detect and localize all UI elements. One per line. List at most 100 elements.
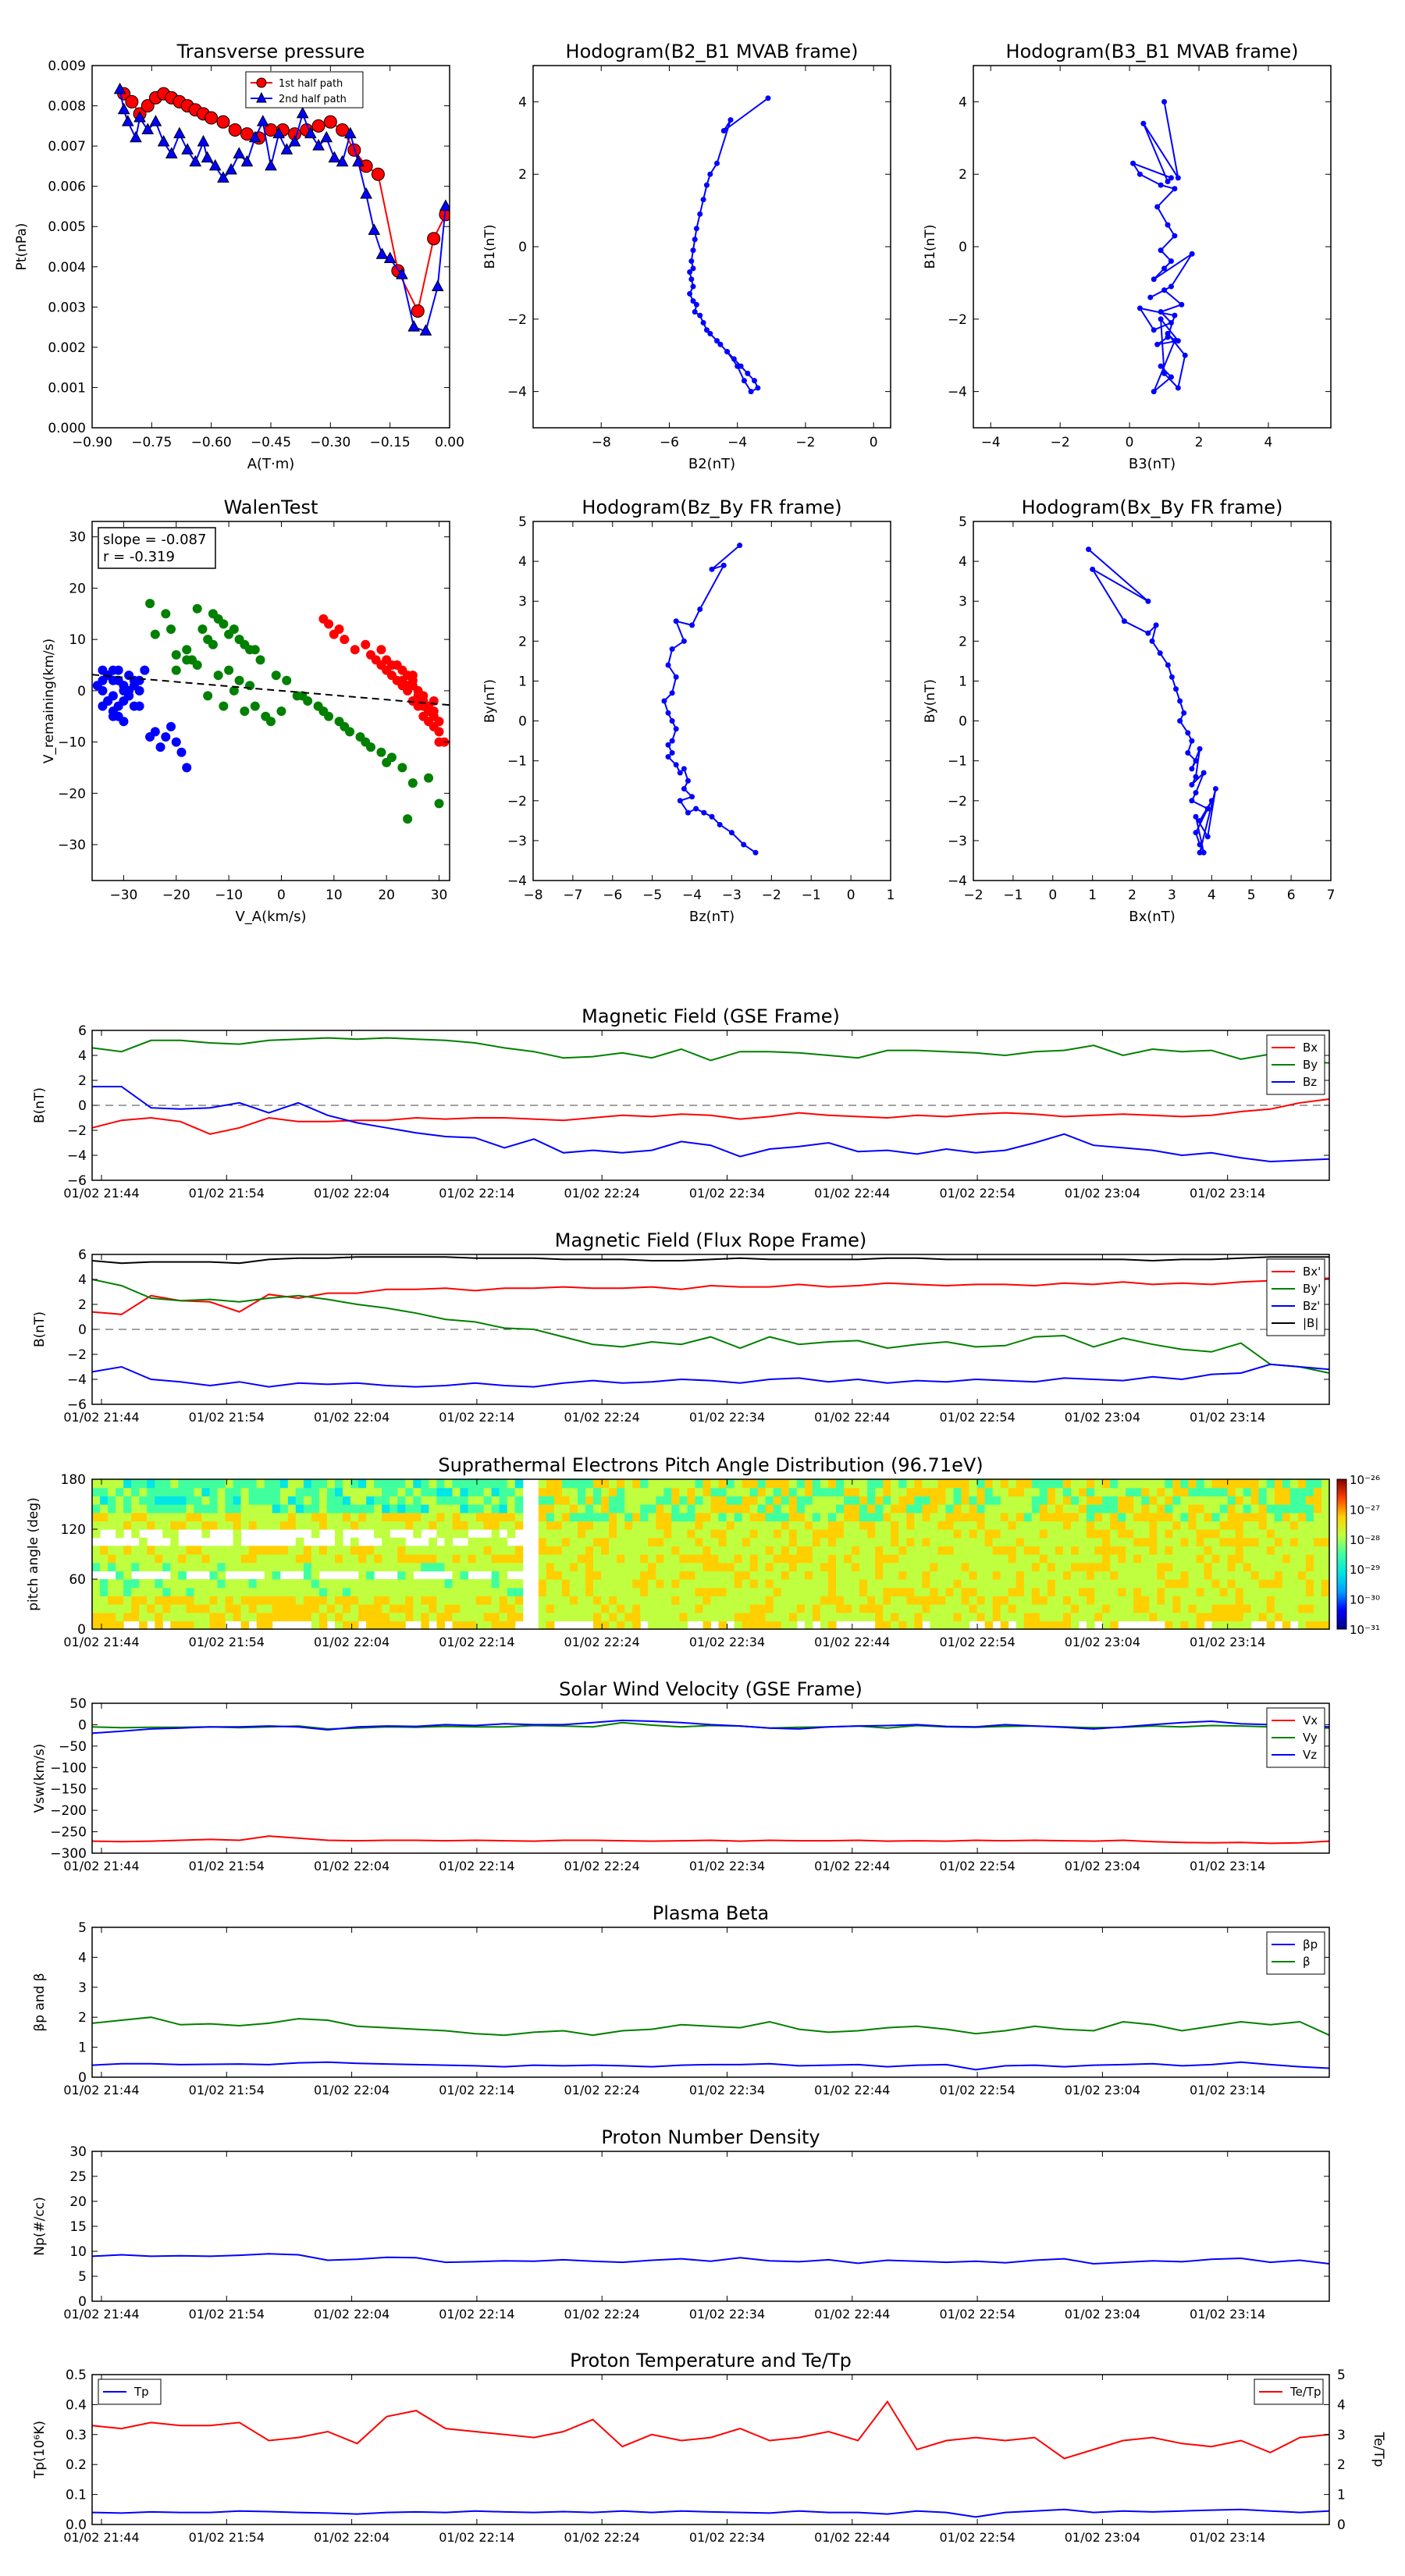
data-point	[108, 711, 118, 721]
heatmap-cell	[108, 1596, 116, 1605]
heatmap-cell	[742, 1554, 751, 1564]
heatmap-cell	[906, 1504, 915, 1514]
colorbar	[1336, 1478, 1347, 1630]
heatmap-cell	[366, 1604, 375, 1614]
heatmap-cell	[1008, 1596, 1017, 1605]
heatmap-cell	[569, 1596, 578, 1605]
heatmap-cell	[366, 1512, 375, 1521]
heatmap-cell	[883, 1504, 891, 1514]
heatmap-cell	[561, 1487, 571, 1496]
heatmap-cell	[976, 1554, 986, 1564]
heatmap-cell	[1188, 1546, 1197, 1555]
plot-area	[1130, 98, 1195, 395]
xtick-label: 0	[1126, 435, 1134, 450]
heatmap-cell	[617, 1587, 625, 1596]
legend-label: Bx'	[1303, 1265, 1321, 1279]
heatmap-cell	[123, 1596, 132, 1605]
heatmap-cell	[663, 1537, 672, 1546]
heatmap-cell	[311, 1512, 320, 1521]
heatmap-cell	[1165, 1562, 1173, 1571]
heatmap-cell	[256, 1504, 265, 1514]
heatmap-cell	[1258, 1529, 1268, 1539]
heatmap-cell	[436, 1587, 445, 1596]
heatmap-cell	[788, 1512, 798, 1521]
heatmap-cell	[318, 1587, 328, 1596]
heatmap-cell	[875, 1562, 884, 1571]
data-point	[192, 603, 202, 614]
ytick-label: 4	[78, 1048, 87, 1064]
heatmap-cell	[710, 1571, 720, 1580]
heatmap-cell	[1126, 1496, 1134, 1505]
heatmap-cell	[656, 1504, 664, 1514]
heatmap-cell	[702, 1504, 712, 1514]
heatmap-cell	[1274, 1612, 1283, 1621]
xtick-label: −1	[802, 888, 821, 903]
heatmap-cell	[1141, 1487, 1150, 1496]
data-point	[1175, 385, 1181, 391]
heatmap-cell	[343, 1479, 351, 1489]
heatmap-cell	[945, 1479, 954, 1489]
heatmap-cell	[1243, 1621, 1252, 1630]
ytick-label: −150	[50, 1782, 87, 1798]
xtick-label: 0	[870, 435, 878, 450]
heatmap-cell	[1039, 1504, 1048, 1514]
heatmap-cell	[1000, 1546, 1009, 1555]
heatmap-cell	[867, 1562, 876, 1571]
heatmap-cell	[1094, 1512, 1103, 1521]
heatmap-cell	[131, 1487, 140, 1496]
heatmap-cell	[561, 1496, 571, 1505]
heatmap-cell	[92, 1579, 101, 1589]
heatmap-cell	[1235, 1487, 1244, 1496]
heatmap-cell	[609, 1596, 617, 1605]
ytick-label: −100	[50, 1760, 87, 1776]
heatmap-cell	[765, 1537, 774, 1546]
heatmap-cell	[656, 1596, 664, 1605]
xtick-label: −2	[795, 435, 815, 450]
heatmap-cell	[1305, 1496, 1314, 1505]
panel-pt: 0.0000.0010.0020.0030.0040.0050.0060.007…	[14, 41, 464, 472]
heatmap-cell	[1305, 1487, 1314, 1496]
axes-frame	[532, 521, 891, 881]
heatmap-cell	[796, 1587, 806, 1596]
ytick-label: 0	[78, 1098, 87, 1114]
heatmap-cell	[444, 1604, 453, 1614]
heatmap-cell	[945, 1621, 954, 1630]
data-point	[424, 706, 434, 717]
heatmap-cell	[671, 1596, 680, 1605]
heatmap-cell	[1180, 1604, 1189, 1614]
heatmap-cell	[421, 1621, 429, 1630]
heatmap-cell	[1110, 1562, 1119, 1571]
heatmap-cell	[272, 1554, 281, 1564]
heatmap-cell	[1047, 1587, 1056, 1596]
heatmap-cell	[279, 1512, 289, 1521]
heatmap-cell	[663, 1621, 672, 1630]
heatmap-cell	[891, 1496, 899, 1505]
heatmap-cell	[601, 1537, 610, 1546]
heatmap-cell	[1196, 1562, 1205, 1571]
heatmap-cell	[1274, 1479, 1283, 1489]
heatmap-cell	[311, 1571, 320, 1580]
heatmap-cell	[1235, 1521, 1244, 1530]
heatmap-cell	[1219, 1537, 1229, 1546]
heatmap-cell	[546, 1621, 555, 1630]
heatmap-cell	[1118, 1579, 1126, 1589]
heatmap-cell	[1062, 1496, 1072, 1505]
heatmap-cell	[593, 1596, 602, 1605]
heatmap-cell	[601, 1587, 610, 1596]
heatmap-cell	[538, 1579, 547, 1589]
heatmap-cell	[233, 1596, 242, 1605]
heatmap-cell	[1313, 1504, 1322, 1514]
heatmap-cell	[1008, 1579, 1017, 1589]
heatmap-cell	[640, 1562, 649, 1571]
heatmap-cell	[186, 1479, 194, 1489]
heatmap-cell	[514, 1562, 524, 1571]
heatmap-cell	[624, 1479, 633, 1489]
heatmap-cell	[969, 1521, 978, 1530]
heatmap-cell	[1289, 1487, 1299, 1496]
heatmap-cell	[287, 1596, 297, 1605]
heatmap-cell	[749, 1487, 759, 1496]
heatmap-cell	[695, 1579, 703, 1589]
heatmap-cell	[726, 1504, 735, 1514]
xtick-label: 10	[325, 888, 343, 903]
